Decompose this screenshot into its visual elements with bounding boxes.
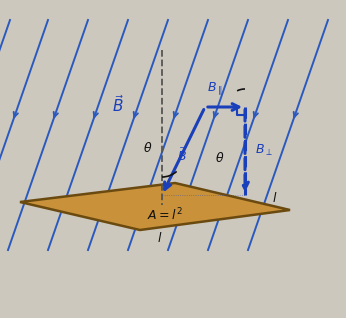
Text: $\vec{B}$: $\vec{B}$	[177, 146, 187, 164]
Text: $\theta$: $\theta$	[143, 141, 153, 155]
Text: $B_{\perp}$: $B_{\perp}$	[255, 142, 273, 157]
Text: $l$: $l$	[272, 191, 278, 205]
Text: $l$: $l$	[157, 231, 163, 245]
Polygon shape	[20, 183, 290, 230]
Text: $\theta$: $\theta$	[215, 151, 225, 165]
Text: $B_{\parallel}$: $B_{\parallel}$	[207, 80, 223, 97]
Text: $\vec{B}$: $\vec{B}$	[112, 94, 124, 115]
Text: $A = l^2$: $A = l^2$	[147, 207, 183, 223]
